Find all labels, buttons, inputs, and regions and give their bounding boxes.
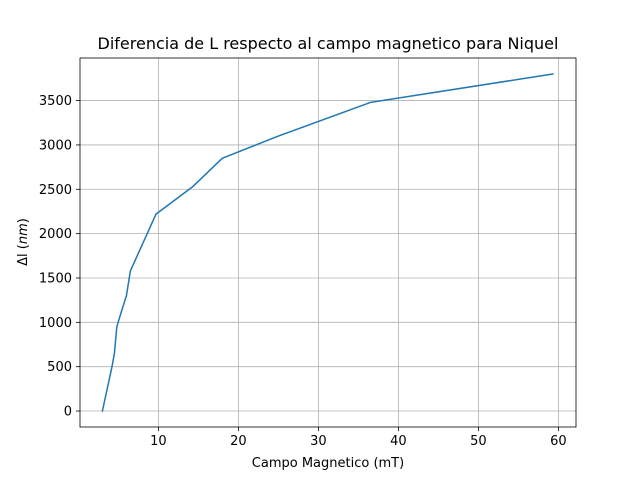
y-axis-label: Δl (nm) (16, 218, 31, 266)
y-tick-label: 1500 (39, 271, 72, 286)
y-tick-label: 500 (47, 360, 72, 375)
y-tick-label: 0 (64, 405, 72, 420)
chart-title: Diferencia de L respecto al campo magnet… (98, 34, 559, 53)
plot-frame (79, 57, 577, 428)
x-axis-label: Campo Magnetico (mT) (252, 456, 404, 471)
data-series (101, 73, 554, 412)
y-tick-label: 3500 (39, 94, 72, 109)
y-axis-label-suffix: ) (16, 218, 31, 223)
y-axis-ticks: 0 500 1000 1500 2000 2500 3000 3500 (39, 94, 80, 420)
y-tick-label: 2500 (39, 183, 72, 198)
x-tick-label: 20 (230, 434, 247, 449)
x-tick-label: 60 (550, 434, 567, 449)
y-tick-label: 2000 (39, 227, 72, 242)
y-axis-label-unit: nm (16, 223, 31, 244)
series-line (101, 73, 554, 412)
y-axis-label-prefix: Δl ( (16, 244, 31, 266)
x-tick-label: 10 (150, 434, 167, 449)
y-tick-label: 1000 (39, 316, 72, 331)
y-tick-label: 3000 (39, 138, 72, 153)
x-tick-label: 50 (470, 434, 487, 449)
x-axis-ticks: 10 20 30 40 50 60 (150, 427, 567, 449)
x-tick-label: 30 (310, 434, 327, 449)
grid-lines (80, 58, 576, 427)
x-tick-label: 40 (390, 434, 407, 449)
